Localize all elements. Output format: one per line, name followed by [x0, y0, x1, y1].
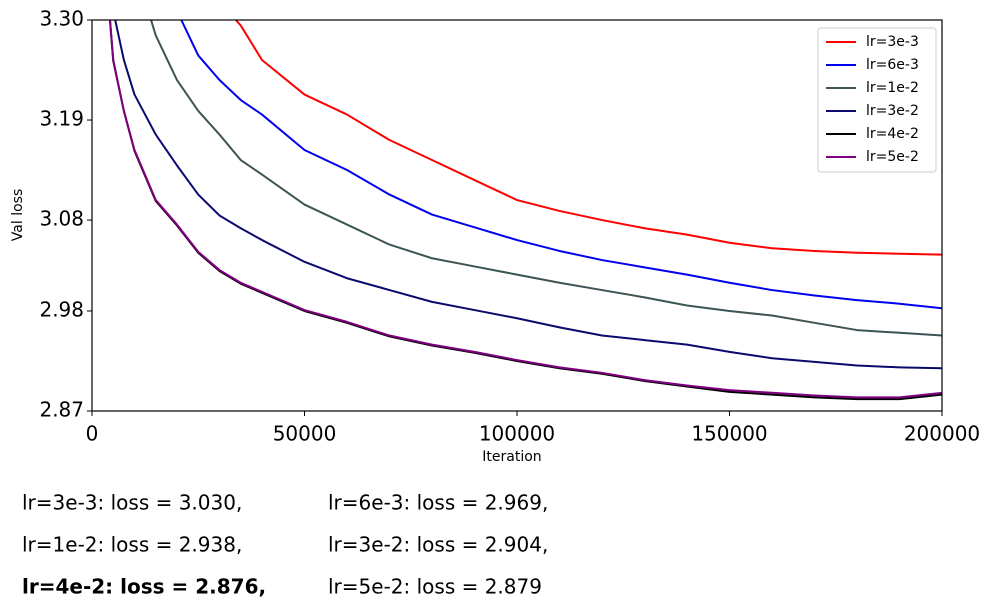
legend-label: lr=3e-2 [866, 103, 919, 119]
legend-label: lr=3e-3 [866, 34, 919, 50]
result-text: lr=4e-2: loss = 2.876, [22, 575, 266, 599]
series-line [114, 20, 942, 370]
x-tick-label: 0 [86, 422, 99, 446]
y-axis-label: Val loss [10, 189, 26, 241]
y-tick-label: 2.87 [39, 398, 84, 422]
x-tick-label: 200000 [904, 422, 980, 446]
legend-label: lr=5e-2 [866, 149, 919, 165]
y-tick-label: 3.30 [39, 7, 84, 31]
series-line [150, 20, 942, 337]
result-text: lr=3e-2: loss = 2.904, [328, 533, 548, 557]
plot-lines [108, 20, 942, 401]
legend-label: lr=1e-2 [866, 80, 919, 96]
result-text: lr=1e-2: loss = 2.938, [22, 533, 242, 557]
y-tick-label: 3.08 [39, 207, 84, 231]
series-line [234, 20, 942, 256]
result-text: lr=3e-3: loss = 3.030, [22, 491, 242, 515]
series-line [180, 20, 942, 310]
x-tick-label: 50000 [273, 422, 337, 446]
result-text: lr=6e-3: loss = 2.969, [328, 491, 548, 515]
x-axis-label: Iteration [482, 449, 541, 465]
x-tick-label: 100000 [479, 422, 555, 446]
series-line [109, 20, 942, 399]
result-text: lr=5e-2: loss = 2.879 [328, 575, 542, 599]
legend-label: lr=4e-2 [866, 126, 919, 142]
legend-label: lr=6e-3 [866, 57, 919, 73]
y-tick-label: 3.19 [39, 107, 84, 131]
x-tick-label: 150000 [691, 422, 767, 446]
y-tick-label: 2.98 [39, 297, 84, 321]
